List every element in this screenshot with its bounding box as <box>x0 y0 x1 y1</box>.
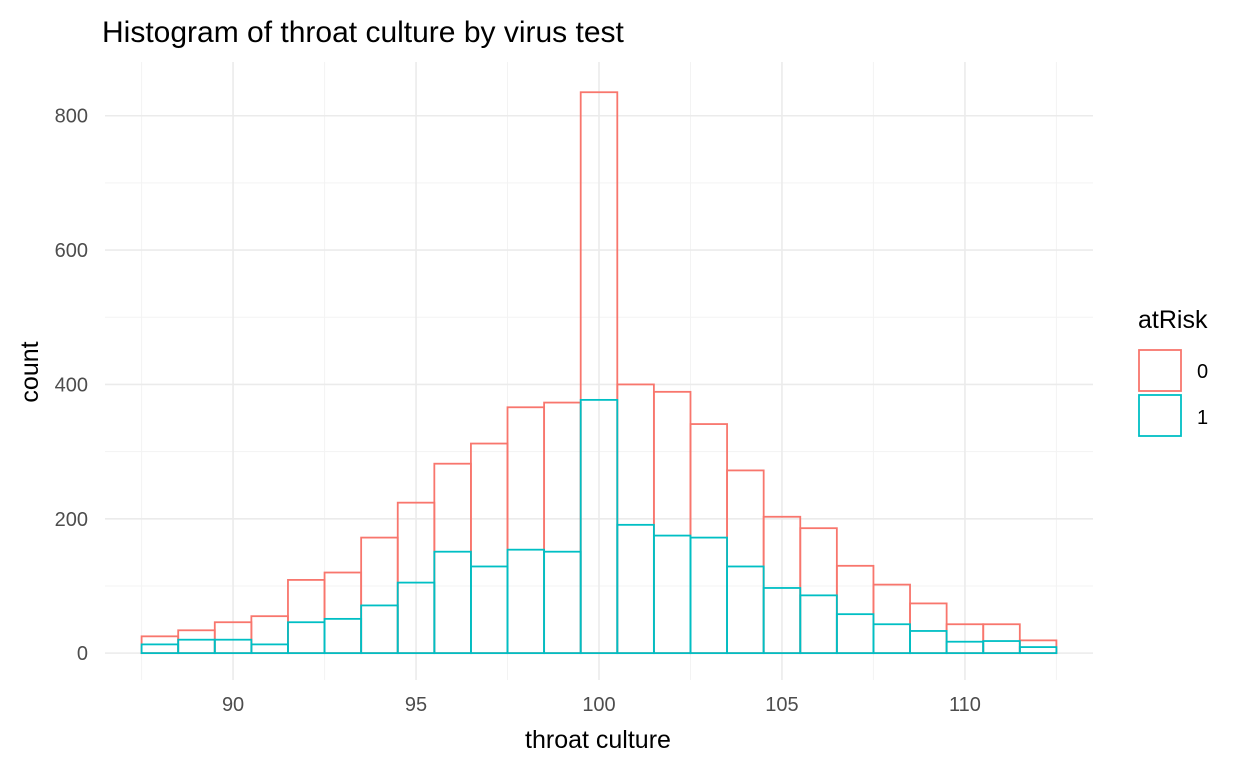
bar-series-0-bin-92 <box>287 579 326 655</box>
bar-series-0-bin-99 <box>543 401 582 655</box>
y-tick-label: 200 <box>55 509 88 531</box>
bar-series-1-bin-96 <box>433 550 472 655</box>
bar-series-0-bin-97 <box>470 442 509 655</box>
bar-series-0-bin-102 <box>652 390 692 655</box>
bar-series-0-bin-91 <box>250 615 289 655</box>
bar-series-0-bin-104 <box>726 469 765 655</box>
bar-series-0-bin-108 <box>872 583 911 655</box>
y-axis-tick-labels: 0 200 400 600 800 <box>55 106 88 665</box>
x-tick-label: 105 <box>765 694 798 716</box>
bar-series-1-bin-98 <box>506 548 546 655</box>
bar-series-0-bin-111 <box>982 623 1021 655</box>
bar-series-1-bin-88 <box>140 643 180 655</box>
bar-series-1-bin-93 <box>323 617 363 655</box>
legend-key-0 <box>1138 349 1182 392</box>
bar-series-1-bin-94 <box>360 604 399 655</box>
bar-series-0-bin-106 <box>799 527 838 655</box>
bar-series-1-bin-91 <box>250 643 289 655</box>
bar-series-0-bin-109 <box>909 602 948 655</box>
bar-series-1-bin-92 <box>287 621 326 655</box>
x-tick-label: 110 <box>949 694 981 716</box>
bars-series-1 <box>140 398 1058 655</box>
bar-series-1-bin-99 <box>543 550 582 655</box>
x-axis-title: throat culture <box>525 726 671 754</box>
bar-series-1-bin-101 <box>616 523 655 655</box>
y-tick-label: 0 <box>77 643 88 665</box>
bar-series-0-bin-96 <box>433 462 472 655</box>
bar-series-0-bin-103 <box>689 423 728 655</box>
legend-title: atRisk <box>1138 306 1208 334</box>
bar-series-1-bin-106 <box>799 594 838 655</box>
bar-series-1-bin-108 <box>872 623 911 655</box>
bar-series-1-bin-103 <box>689 536 728 655</box>
x-tick-label: 95 <box>405 694 427 716</box>
bar-series-0-bin-89 <box>177 629 216 655</box>
y-tick-label: 800 <box>55 106 88 128</box>
y-axis-title: count <box>16 341 44 402</box>
bar-series-0-bin-93 <box>323 571 363 655</box>
bar-series-1-bin-97 <box>470 565 509 655</box>
bar-series-0-bin-107 <box>835 564 875 655</box>
bar-series-1-bin-112 <box>1018 646 1058 655</box>
bar-series-1-bin-107 <box>835 613 875 655</box>
legend: atRisk 0 1 <box>1138 306 1208 437</box>
bar-series-0-bin-94 <box>360 536 399 655</box>
y-tick-label: 600 <box>55 240 88 262</box>
bar-series-1-bin-111 <box>982 640 1021 655</box>
grid <box>105 62 1093 680</box>
x-axis-tick-labels: 90 95 100 105 110 <box>222 694 981 716</box>
bar-series-1-bin-102 <box>652 534 692 655</box>
x-tick-label: 90 <box>222 694 244 716</box>
y-tick-label: 400 <box>55 374 88 396</box>
bar-series-0-bin-98 <box>506 406 546 655</box>
chart-title: Histogram of throat culture by virus tes… <box>102 16 625 49</box>
legend-label-1: 1 <box>1197 407 1208 429</box>
legend-label-0: 0 <box>1197 361 1208 383</box>
bar-series-1-bin-89 <box>177 638 216 655</box>
x-tick-label: 100 <box>582 694 615 716</box>
legend-key-1 <box>1138 394 1182 437</box>
bar-series-1-bin-109 <box>909 630 948 655</box>
bar-series-1-bin-104 <box>726 565 765 655</box>
